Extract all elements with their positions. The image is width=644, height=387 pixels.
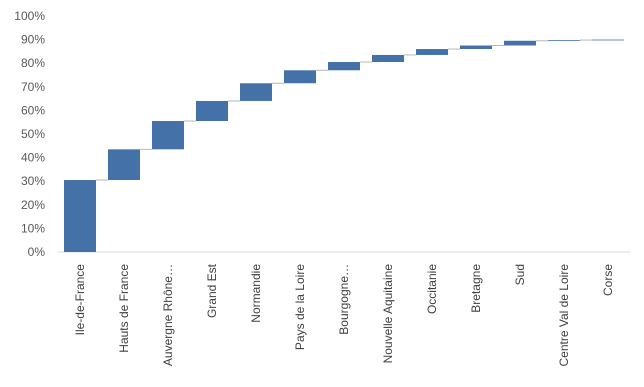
x-category-label: Hauts de France (117, 264, 131, 353)
x-category-label: Occitanie (425, 264, 439, 314)
x-category-label: Bretagne (469, 264, 483, 313)
x-category-label: Ile-de-France (73, 264, 87, 336)
y-tick-label: 20% (21, 198, 45, 212)
y-tick-label: 90% (21, 33, 45, 47)
bar (152, 121, 184, 150)
bar (284, 70, 316, 84)
bar (372, 54, 404, 63)
y-tick-label: 30% (21, 174, 45, 188)
bar (460, 45, 492, 50)
bar (416, 49, 448, 55)
bar (240, 83, 272, 101)
y-tick-label: 70% (21, 80, 45, 94)
x-category-label: Nouvelle Aquitaine (381, 264, 395, 364)
y-tick-label: 40% (21, 151, 45, 165)
category-labels: Ile-de-France Hauts de France Auvergne Rhô… (73, 263, 615, 366)
connector-lines (96, 39, 592, 181)
bar (196, 100, 228, 122)
bar (548, 40, 580, 41)
y-tick-label: 60% (21, 103, 45, 117)
x-category-label: Grand Est (205, 263, 219, 318)
bar (592, 39, 624, 41)
x-category-label: Bourgogne… (337, 264, 351, 335)
y-tick-label: 50% (21, 127, 45, 141)
y-tick-label: 0% (28, 245, 46, 259)
x-category-label: Centre Val de Loire (557, 264, 571, 367)
y-tick-label: 10% (21, 221, 45, 235)
x-category-label: Pays de la Loire (293, 264, 307, 350)
bar (328, 62, 360, 71)
bar (504, 40, 536, 46)
y-tick-label: 80% (21, 56, 45, 70)
bar (64, 180, 96, 252)
x-category-label: Normandie (249, 264, 263, 323)
bar (108, 149, 140, 181)
bars (64, 39, 624, 252)
x-category-label: Corse (601, 264, 615, 296)
y-axis-ticks: 0% 10% 20% 30% 40% 50% 60% 70% 80% 90% 100% (14, 9, 45, 259)
y-tick-label: 100% (14, 9, 45, 23)
x-category-label: Sud (513, 264, 527, 285)
x-category-label: Auvergne Rhône… (161, 264, 175, 366)
